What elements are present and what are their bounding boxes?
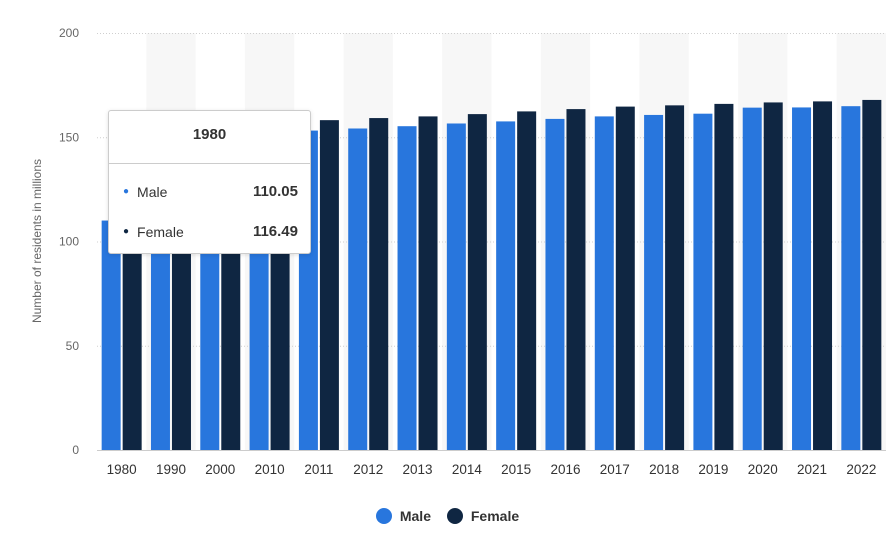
tooltip-title: 1980 (109, 111, 310, 164)
legend-dot-female (446, 508, 463, 524)
x-tick-label: 2013 (403, 462, 433, 477)
legend-label-female: Female (470, 508, 520, 524)
tooltip-name-female: Female (137, 223, 184, 240)
x-tick-label: 2011 (304, 462, 333, 477)
bar-male[interactable] (792, 107, 812, 450)
bar-female[interactable] (763, 102, 783, 451)
x-tick-label: 2010 (255, 462, 285, 477)
tooltip-value-female: 116.49 (252, 223, 298, 240)
tooltip-row-female: ● Female 116.49 (123, 223, 298, 240)
tooltip-bullet-female: ● (123, 226, 130, 237)
x-axis-ticks: 1980 1990 2000 2010 2011 2012 2013 2014 2015 2016… (107, 462, 877, 477)
legend-item-male[interactable]: Male (375, 508, 431, 524)
bar-female[interactable] (122, 207, 142, 450)
legend: Male Female (0, 508, 895, 527)
bar-female[interactable] (517, 111, 537, 450)
y-tick-label: 100 (59, 235, 79, 249)
legend-dot-male (375, 508, 392, 524)
y-tick-label: 50 (66, 339, 80, 353)
bar-male[interactable] (348, 128, 368, 451)
x-tick-label: 1990 (156, 462, 186, 477)
x-tick-label: 2015 (501, 462, 531, 477)
bar-female[interactable] (813, 101, 833, 450)
x-tick-label: 2016 (550, 462, 580, 477)
x-tick-label: 2012 (353, 462, 383, 477)
x-tick-label: 2017 (600, 462, 630, 477)
bar-male[interactable] (594, 116, 614, 451)
y-tick-label: 200 (59, 26, 79, 40)
bar-female[interactable] (714, 103, 734, 450)
bar-male[interactable] (742, 107, 762, 450)
tooltip-row-male: ● Male 110.05 (123, 183, 298, 200)
tooltip: 1980 ● Male 110.05 ● Female 116.49 (108, 110, 311, 254)
bar-female[interactable] (319, 120, 339, 450)
x-tick-label: 2019 (698, 462, 728, 477)
x-tick-label: 2014 (452, 462, 483, 477)
bar-female[interactable] (566, 109, 586, 450)
bar-female[interactable] (467, 114, 487, 450)
bar-male[interactable] (150, 197, 170, 450)
bar-female[interactable] (418, 116, 438, 451)
bar-male[interactable] (644, 114, 664, 451)
tooltip-name-male: Male (137, 183, 168, 200)
bar-male[interactable] (496, 121, 516, 451)
bar-female[interactable] (369, 118, 389, 451)
y-axis-ticks: 0 50 100 150 200 (59, 26, 79, 457)
tooltip-bullet-male: ● (123, 186, 130, 197)
bar-female[interactable] (862, 99, 882, 450)
x-tick-label: 2022 (846, 462, 876, 477)
legend-item-female[interactable]: Female (446, 508, 520, 524)
bar-male[interactable] (693, 113, 713, 450)
bar-female[interactable] (615, 106, 635, 451)
bar-male[interactable] (397, 126, 417, 451)
y-axis-title: Number of residents in millions (30, 159, 44, 323)
bar-female[interactable] (665, 105, 685, 451)
bar-male[interactable] (545, 118, 565, 450)
x-tick-label: 2018 (649, 462, 679, 477)
x-tick-label: 1980 (107, 462, 137, 477)
x-tick-label: 2021 (797, 462, 827, 477)
tooltip-value-male: 110.05 (252, 183, 298, 200)
y-tick-label: 150 (59, 130, 79, 144)
legend-label-male: Male (399, 508, 431, 524)
bar-male[interactable] (446, 123, 466, 450)
bar-male[interactable] (101, 220, 121, 450)
bar-male[interactable] (841, 106, 861, 450)
y-tick-label: 0 (72, 443, 79, 457)
x-tick-label: 2000 (205, 462, 235, 477)
x-tick-label: 2020 (748, 462, 778, 477)
